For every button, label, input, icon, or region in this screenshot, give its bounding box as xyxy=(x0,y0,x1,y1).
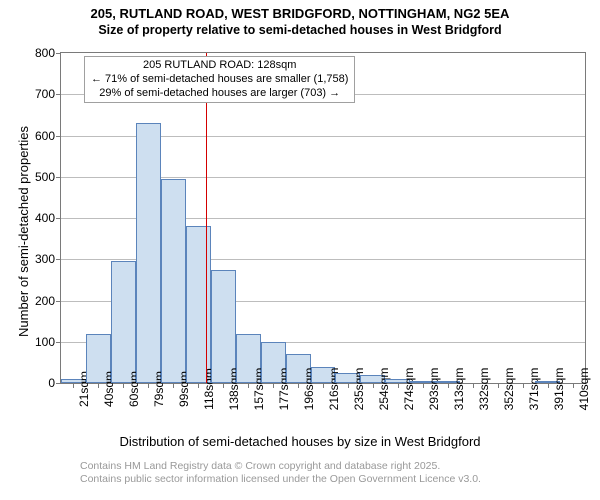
x-axis-label: Distribution of semi-detached houses by … xyxy=(0,434,600,449)
ytick-label: 800 xyxy=(35,46,55,60)
ytick-mark xyxy=(56,53,61,54)
callout-line: 205 RUTLAND ROAD: 128sqm xyxy=(91,59,348,73)
xtick-label: 274sqm xyxy=(398,368,416,411)
ytick-mark xyxy=(56,94,61,95)
ytick-label: 600 xyxy=(35,129,55,143)
xtick-label: 293sqm xyxy=(423,368,441,411)
xtick-label: 313sqm xyxy=(448,368,466,411)
histogram-bar xyxy=(211,270,236,383)
callout-line: ← 71% of semi-detached houses are smalle… xyxy=(91,73,348,87)
histogram-bar xyxy=(136,123,161,383)
ytick-label: 0 xyxy=(48,376,55,390)
title-subtitle: Size of property relative to semi-detach… xyxy=(0,21,600,37)
xtick-label: 332sqm xyxy=(473,368,491,411)
ytick-mark xyxy=(56,136,61,137)
ytick-label: 100 xyxy=(35,335,55,349)
histogram-bar xyxy=(111,261,136,383)
reference-callout: 205 RUTLAND ROAD: 128sqm← 71% of semi-de… xyxy=(84,56,355,103)
ytick-label: 200 xyxy=(35,294,55,308)
ytick-mark xyxy=(56,177,61,178)
footer-line-2: Contains public sector information licen… xyxy=(80,473,481,486)
callout-line: 29% of semi-detached houses are larger (… xyxy=(91,87,348,101)
y-axis-label: Number of semi-detached properties xyxy=(16,126,31,337)
footer-attribution: Contains HM Land Registry data © Crown c… xyxy=(80,460,481,486)
ytick-mark xyxy=(56,218,61,219)
xtick-label: 352sqm xyxy=(498,368,516,411)
histogram-bar xyxy=(161,179,186,383)
ytick-mark xyxy=(56,342,61,343)
xtick-label: 391sqm xyxy=(548,368,566,411)
ytick-mark xyxy=(56,383,61,384)
xtick-label: 410sqm xyxy=(573,368,591,411)
ytick-label: 700 xyxy=(35,87,55,101)
ytick-label: 400 xyxy=(35,211,55,225)
ytick-label: 300 xyxy=(35,252,55,266)
histogram-bar xyxy=(186,226,211,383)
footer-line-1: Contains HM Land Registry data © Crown c… xyxy=(80,460,481,473)
xtick-label: 254sqm xyxy=(373,368,391,411)
ytick-mark xyxy=(56,301,61,302)
ytick-label: 500 xyxy=(35,170,55,184)
xtick-label: 371sqm xyxy=(523,368,541,411)
title-address: 205, RUTLAND ROAD, WEST BRIDGFORD, NOTTI… xyxy=(0,0,600,21)
ytick-mark xyxy=(56,259,61,260)
